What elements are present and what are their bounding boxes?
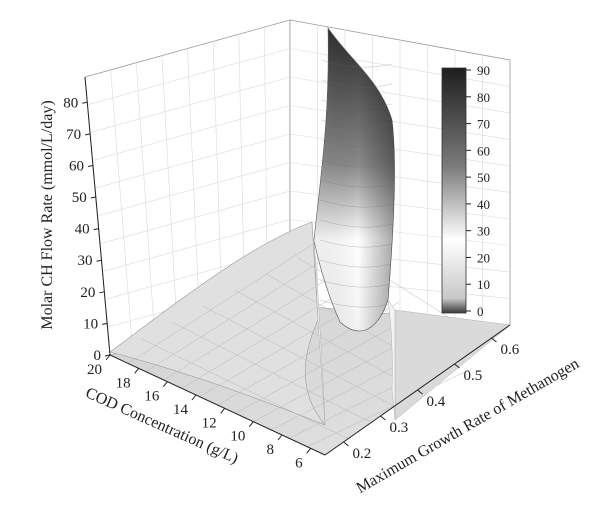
mesh-line (163, 261, 356, 381)
x-tick-label: 6 (295, 455, 303, 471)
x-tick-label: 16 (144, 389, 160, 405)
peak-mesh-line (320, 219, 393, 228)
z-tick-label: 0 (94, 348, 102, 364)
grid-line (135, 62, 156, 343)
y-tick-label: 0.4 (427, 394, 446, 410)
peak-mesh-line (321, 99, 393, 108)
y-tick-label: 0.2 (353, 446, 372, 462)
grid-line (187, 48, 201, 331)
z-tick-label: 70 (66, 127, 81, 143)
y-tick-label: 0.6 (501, 342, 520, 358)
peak-mesh-line (320, 179, 393, 188)
x-tick-mark (277, 434, 283, 441)
colorbar-ramp (441, 67, 467, 314)
z-tick-label: 30 (77, 253, 92, 269)
peak-mesh-line (320, 199, 393, 208)
colorbar-tick-label: 60 (477, 143, 490, 158)
x-tick-label: 14 (173, 402, 189, 418)
peak-mesh-line (319, 299, 390, 308)
x-tick-mark (220, 408, 226, 414)
x-tick-label: 12 (202, 415, 217, 431)
z-tick-label: 20 (80, 285, 95, 301)
y-tick-label: 0.3 (390, 420, 409, 436)
z-tick-label: 50 (72, 190, 87, 206)
mesh-line (306, 368, 473, 447)
colorbar-tick-label: 20 (477, 250, 490, 265)
z-tick-mark (90, 196, 96, 199)
colorbar-tick-label: 70 (477, 117, 490, 132)
y-tick-mark (491, 337, 497, 343)
grid-line (161, 55, 178, 337)
mesh-line (172, 322, 372, 423)
x-tick-label: 18 (116, 375, 131, 391)
z-axis-label: Molar CH Flow Rate (mmol/L/day) (39, 100, 56, 329)
peak-mesh-line (321, 119, 393, 128)
mesh-line (203, 306, 395, 407)
x-tick-label: 8 (267, 442, 275, 458)
grid-line (110, 69, 133, 349)
colorbar-tick-label: 0 (477, 304, 484, 319)
peak-mesh-line (320, 139, 393, 148)
x-tick-label: 20 (87, 362, 102, 378)
x-tick-mark (134, 368, 140, 374)
z-tick-label: 10 (83, 316, 98, 332)
colorbar-tick-label: 80 (477, 90, 490, 105)
x-tick-mark (191, 394, 197, 401)
x-tick-mark (162, 381, 168, 387)
z-tick-mark (104, 354, 111, 357)
peak-mesh-line (319, 239, 393, 248)
z-axis: 0 10 20 30 40 50 60 70 80 Molar CH Flow Rate (mm… (39, 76, 111, 364)
peak-mesh-line (320, 159, 393, 168)
colorbar-tick-label: 50 (477, 170, 490, 185)
y-tick-mark (343, 441, 349, 447)
z-tick-mark (96, 259, 102, 262)
x-tick-mark (105, 354, 111, 361)
mesh-line (145, 248, 342, 372)
peak-mesh-line (319, 259, 392, 268)
z-tick-mark (82, 101, 88, 104)
z-tick-mark (85, 133, 91, 136)
y-tick-mark (454, 363, 460, 369)
surface-floor (109, 221, 511, 456)
x-tick-mark (306, 448, 312, 454)
surface-sheet-left (109, 221, 326, 426)
y-tick-mark (417, 389, 423, 395)
z-tick-mark (102, 322, 108, 325)
z-tick-label: 80 (63, 95, 78, 111)
mesh-line (235, 315, 414, 414)
colorbar: 90 80 70 60 50 40 30 20 10 0 (441, 63, 490, 319)
z-tick-label: 60 (69, 158, 84, 174)
peak-mesh-line (321, 59, 393, 68)
colorbar-tick-label: 10 (477, 277, 490, 292)
mesh-line (127, 235, 327, 364)
y-tick-label: 0.5 (464, 368, 483, 384)
colorbar-tick-label: 90 (477, 63, 490, 78)
surface-peak (313, 27, 396, 426)
colorbar-tick-label: 30 (477, 224, 490, 239)
peak-mesh-line (319, 279, 391, 288)
z-tick-mark (99, 291, 105, 294)
peak-base-right (387, 299, 396, 421)
peak-shade (314, 28, 395, 331)
mesh-line (234, 289, 418, 391)
x-tick-mark (248, 421, 254, 427)
peak-mesh (319, 59, 393, 308)
x-tick-label: 10 (230, 429, 245, 445)
peak-mesh-line (321, 79, 393, 88)
peak-base-left (313, 239, 326, 426)
z-tick-label: 40 (75, 222, 90, 238)
z-tick-mark (87, 164, 94, 167)
y-tick-mark (380, 415, 386, 421)
z-tick-mark (93, 228, 99, 231)
colorbar-tick-label: 40 (477, 197, 490, 212)
mesh-line (141, 338, 349, 439)
